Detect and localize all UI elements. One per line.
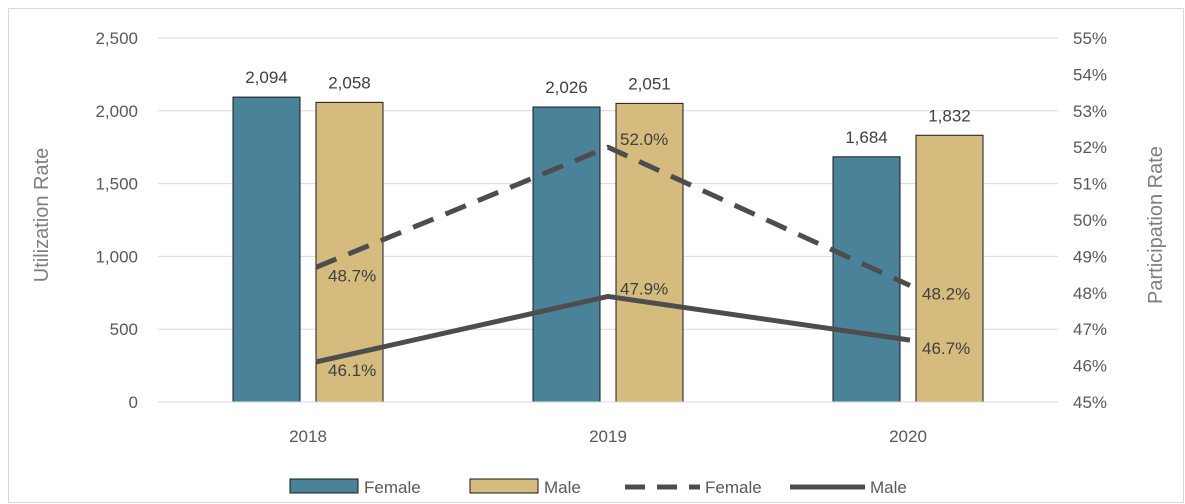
- axes: 0 500 1,000 1,500 2,000 2,500 45% 46% 47% 48% 49% 5…: [95, 29, 1107, 446]
- legend-label: Male: [544, 478, 581, 497]
- y-tick-label: 500: [110, 320, 138, 339]
- data-labels: 2,094 2,026 1,684 2,058 2,051 1,832 48.7% 52.0%…: [245, 68, 971, 380]
- y2-tick-label: 53%: [1073, 102, 1107, 121]
- bar: [232, 96, 301, 403]
- bar: [832, 156, 901, 403]
- y-tick-label: 2,500: [95, 29, 138, 48]
- male-participation-line: [315, 293, 911, 365]
- legend-label: Female: [364, 478, 421, 497]
- bar: [532, 106, 601, 403]
- y2-tick-label: 52%: [1073, 138, 1107, 157]
- line-data-label: 52.0%: [620, 130, 668, 149]
- y-tick-label: 0: [129, 393, 138, 412]
- y2-axis-title: Participation Rate: [1145, 146, 1167, 304]
- y2-tick-label: 48%: [1073, 284, 1107, 303]
- y2-tick-label: 45%: [1073, 393, 1107, 412]
- line-data-label: 48.2%: [922, 285, 970, 304]
- legend-label: Male: [870, 478, 907, 497]
- legend-swatch: [289, 478, 359, 494]
- legend-swatch: [469, 478, 539, 494]
- y2-tick-label: 54%: [1073, 65, 1107, 84]
- y-tick-label: 1,000: [95, 247, 138, 266]
- bar-data-label: 1,684: [845, 128, 888, 147]
- y2-tick-label: 47%: [1073, 320, 1107, 339]
- y2-tick-label: 49%: [1073, 247, 1107, 266]
- x-tick-label: 2018: [289, 427, 327, 446]
- bar-data-label: 2,051: [628, 74, 671, 93]
- y-tick-label: 2,000: [95, 102, 138, 121]
- bar: [915, 134, 984, 403]
- bar-data-label: 2,026: [545, 78, 588, 97]
- bar-data-label: 2,058: [328, 73, 371, 92]
- line-data-label: 48.7%: [328, 266, 376, 285]
- bar-data-label: 2,094: [245, 68, 288, 87]
- line-data-label: 47.9%: [620, 279, 668, 298]
- line-data-label: 46.1%: [328, 361, 376, 380]
- legend: Female Male Female Male: [289, 478, 907, 497]
- y2-tick-label: 51%: [1073, 175, 1107, 194]
- bar: [615, 102, 684, 403]
- y2-tick-label: 50%: [1073, 211, 1107, 230]
- bar-data-label: 1,832: [928, 106, 971, 125]
- y-tick-label: 1,500: [95, 175, 138, 194]
- x-tick-label: 2020: [889, 427, 927, 446]
- line-data-label: 46.7%: [922, 339, 970, 358]
- lines: [315, 144, 912, 365]
- x-tick-label: 2019: [589, 427, 627, 446]
- y2-tick-label: 46%: [1073, 357, 1107, 376]
- y2-tick-label: 55%: [1073, 29, 1107, 48]
- bars: [232, 96, 984, 403]
- female-participation-line: [315, 144, 912, 288]
- y-axis-title: Utilization Rate: [31, 148, 53, 283]
- legend-label: Female: [705, 478, 762, 497]
